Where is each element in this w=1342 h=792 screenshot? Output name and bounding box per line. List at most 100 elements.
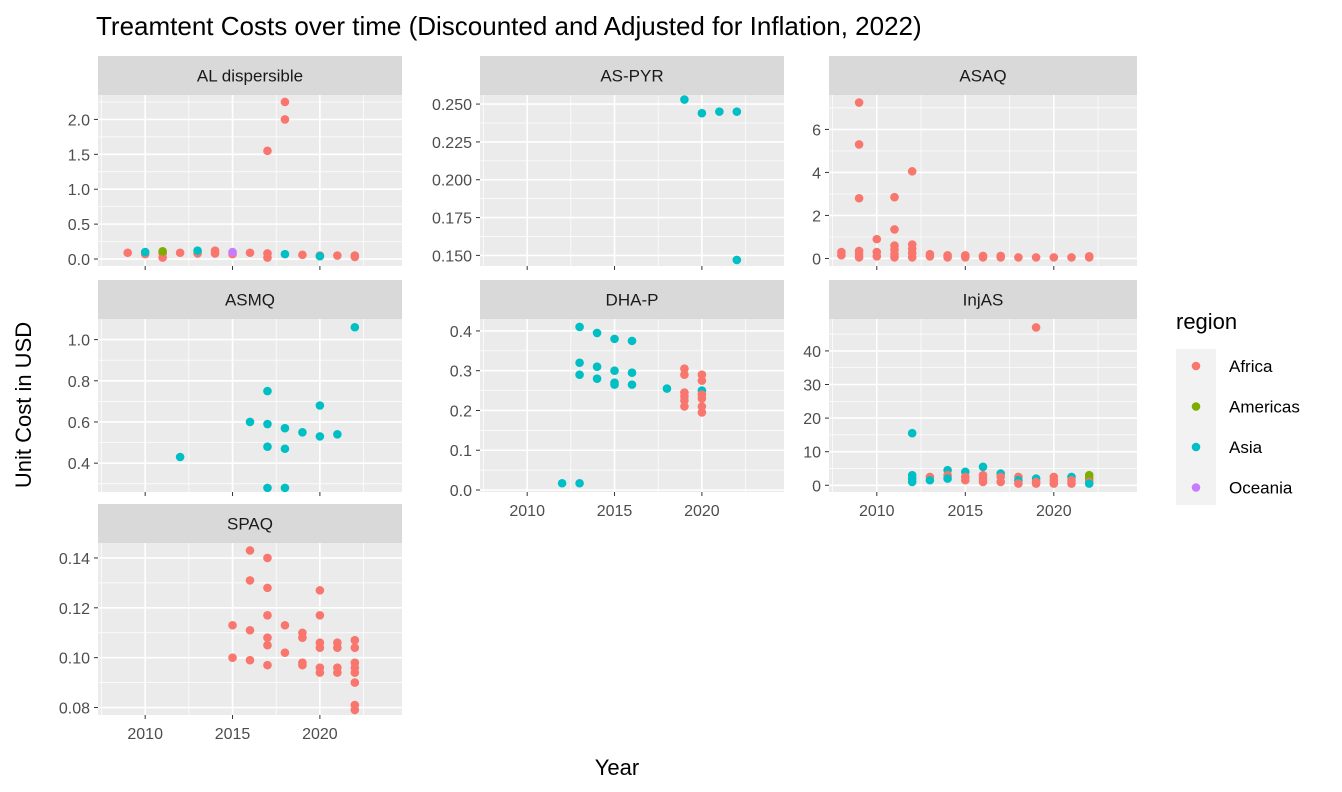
y-tick-label: 40 <box>803 344 821 361</box>
data-point-africa <box>228 653 237 662</box>
data-point-africa <box>263 583 272 593</box>
data-point-africa <box>280 620 290 630</box>
data-point-asia <box>280 423 290 433</box>
x-tick-label: 2010 <box>509 503 545 520</box>
data-point-asia <box>175 452 185 462</box>
data-point-africa <box>854 193 864 203</box>
data-point-africa <box>315 586 325 595</box>
legend-key-asia <box>1191 442 1201 452</box>
x-tick-label: 2015 <box>597 503 633 520</box>
data-point-africa <box>1031 253 1041 262</box>
y-tick-label: 0 <box>812 251 821 268</box>
data-point-africa <box>245 655 255 665</box>
data-point-asia <box>907 428 917 438</box>
y-tick-label: 1.0 <box>68 333 90 350</box>
data-point-asia <box>627 368 637 377</box>
data-point-africa <box>228 620 237 630</box>
legend-label-americas: Americas <box>1229 398 1300 417</box>
strip-background <box>480 280 784 319</box>
x-tick-label: 2010 <box>859 503 895 520</box>
data-point-africa <box>978 251 988 261</box>
y-tick-label: 0.12 <box>59 601 90 618</box>
data-point-asia <box>315 401 325 410</box>
x-axis-title: Year <box>595 755 639 780</box>
data-point-africa <box>680 396 689 405</box>
data-point-africa <box>350 705 360 715</box>
y-tick-label: 4 <box>812 165 821 182</box>
data-point-africa <box>245 248 255 258</box>
data-point-asia <box>315 251 325 261</box>
panel-as-pyr: AS-PYR 0.150 0.175 0.200 0.225 0.250 <box>432 56 784 270</box>
data-point-asia <box>315 432 325 441</box>
y-tick-label: 0.14 <box>59 551 90 568</box>
data-point-africa <box>907 167 917 176</box>
legend-title: region <box>1176 309 1237 334</box>
panel-asaq: ASAQ 0 2 4 6 <box>812 56 1137 270</box>
data-point-oceania <box>228 247 237 257</box>
data-point-asia <box>925 475 935 485</box>
data-point-asia <box>662 384 672 393</box>
data-point-africa <box>1014 253 1023 262</box>
data-point-africa <box>123 248 133 258</box>
data-point-africa <box>697 376 707 385</box>
data-point-asia <box>575 322 584 332</box>
y-tick-label: 0.6 <box>68 415 90 432</box>
data-point-asia <box>575 358 584 368</box>
x-tick-label: 2020 <box>1036 503 1072 520</box>
data-point-asia <box>140 247 150 257</box>
data-point-asia <box>280 483 290 493</box>
strip-background <box>98 504 402 543</box>
data-point-africa <box>996 477 1006 487</box>
data-point-africa <box>263 553 272 563</box>
data-point-africa <box>175 248 185 258</box>
data-point-africa <box>350 678 360 687</box>
strip-background <box>829 56 1137 95</box>
data-point-asia <box>263 419 272 429</box>
data-point-africa <box>697 370 707 379</box>
data-point-africa <box>680 370 689 379</box>
y-tick-label: 0.175 <box>432 211 472 228</box>
strip-background <box>98 280 402 319</box>
data-point-africa <box>1084 252 1094 261</box>
y-tick-label: 1.5 <box>68 147 90 164</box>
data-point-africa <box>907 240 917 249</box>
data-point-africa <box>298 250 307 260</box>
data-point-asia <box>1084 479 1094 488</box>
data-point-asia <box>610 366 619 376</box>
data-point-africa <box>263 610 272 620</box>
legend-key-background <box>1176 349 1216 505</box>
data-point-africa <box>350 635 360 645</box>
data-point-africa <box>245 546 255 555</box>
y-tick-label: 30 <box>803 378 821 395</box>
strip-label: SPAQ <box>227 515 273 534</box>
panel-asmq: ASMQ 0.4 0.6 0.8 1.0 <box>68 280 402 496</box>
data-point-africa <box>697 394 707 403</box>
data-point-asia <box>978 462 988 472</box>
data-point-asia <box>680 95 689 104</box>
strip-background <box>829 280 1137 319</box>
data-point-asia <box>610 334 619 344</box>
legend-key-oceania <box>1191 483 1201 492</box>
data-point-africa <box>315 643 325 652</box>
data-point-africa <box>978 477 988 487</box>
data-point-africa <box>854 98 864 107</box>
x-tick-label: 2020 <box>302 726 338 743</box>
data-point-africa <box>263 640 272 650</box>
data-point-asia <box>263 483 272 493</box>
y-tick-label: 2.0 <box>68 112 90 129</box>
strip-label: InjAS <box>963 291 1004 310</box>
data-point-asia <box>627 380 637 389</box>
data-point-africa <box>890 241 899 250</box>
y-tick-label: 0.0 <box>68 252 90 269</box>
y-axis-title: Unit Cost in USD <box>11 322 36 488</box>
data-point-africa <box>280 115 290 124</box>
y-tick-label: 20 <box>803 411 821 428</box>
strip-label: AL dispersible <box>197 67 303 86</box>
data-point-africa <box>333 668 342 677</box>
data-point-africa <box>333 251 342 260</box>
data-point-africa <box>996 251 1006 261</box>
data-point-africa <box>943 250 952 260</box>
data-point-asia <box>193 246 202 255</box>
panel-spaq: SPAQ 2010 2015 2020 0.08 0.10 0.12 0.14 <box>59 504 402 743</box>
data-point-africa <box>350 668 360 677</box>
